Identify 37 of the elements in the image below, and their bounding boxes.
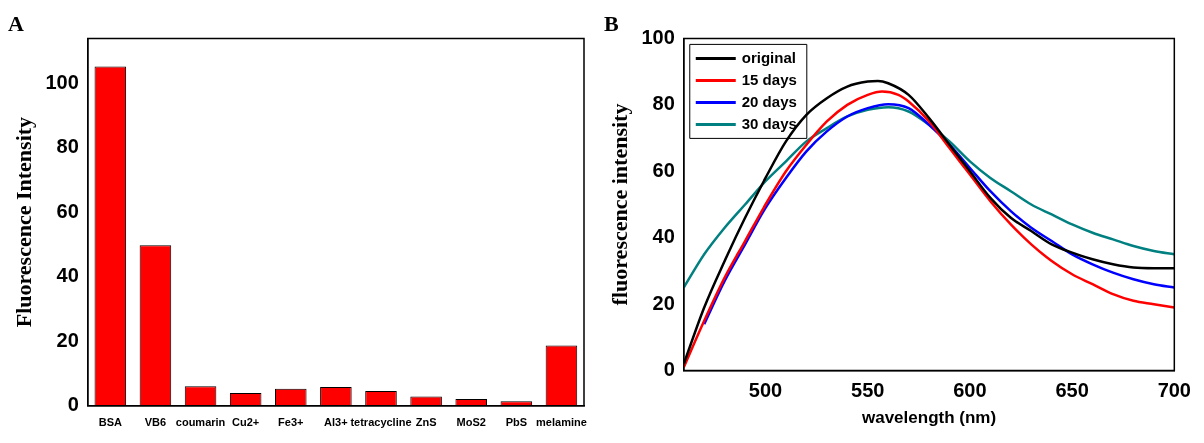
y-tick-label: 40 bbox=[652, 225, 675, 248]
legend-label: 15 days bbox=[741, 70, 797, 88]
y-tick-label: 100 bbox=[641, 25, 675, 48]
y-tick-label: 40 bbox=[56, 264, 79, 287]
chart-title: A bbox=[8, 10, 24, 36]
y-tick-label: 80 bbox=[652, 92, 675, 115]
chart-title: B bbox=[604, 10, 619, 36]
x-tick-label: 600 bbox=[953, 379, 987, 402]
y-tick-label: 20 bbox=[652, 291, 675, 314]
x-tick-label: coumarin bbox=[175, 416, 226, 429]
y-tick-label: 0 bbox=[663, 358, 675, 381]
y-axis-title: Fluorescence Intensity bbox=[10, 116, 36, 328]
x-tick-label: ZnS bbox=[415, 416, 437, 429]
y-tick-label: 80 bbox=[56, 135, 79, 158]
y-tick-label: 100 bbox=[45, 71, 79, 94]
x-tick-label: melamine bbox=[536, 416, 587, 429]
x-tick-label: 550 bbox=[851, 379, 885, 402]
x-tick-label: VB6 bbox=[144, 416, 167, 429]
x-tick-label: Fe3+ bbox=[278, 416, 304, 429]
x-tick-label: Cu2+ bbox=[232, 416, 260, 429]
y-tick-label: 20 bbox=[56, 328, 79, 351]
x-tick-label: Al3+ bbox=[324, 416, 348, 429]
x-tick-label: 500 bbox=[748, 379, 783, 402]
x-axis-title: wavelength (nm) bbox=[860, 408, 997, 428]
legend-label: 30 days bbox=[741, 114, 797, 132]
x-tick-label: 700 bbox=[1157, 379, 1191, 402]
legend-label: 20 days bbox=[741, 92, 797, 110]
x-tick-label: PbS bbox=[505, 416, 528, 429]
x-tick-label: 650 bbox=[1055, 379, 1089, 402]
y-tick-label: 60 bbox=[56, 199, 79, 222]
x-tick-label: BSA bbox=[98, 416, 122, 429]
y-axis-title: fluorescence intensity bbox=[606, 103, 632, 306]
x-tick-label: MoS2 bbox=[456, 416, 486, 429]
y-tick-label: 60 bbox=[652, 158, 675, 181]
x-tick-label: tetracycline bbox=[350, 416, 412, 429]
y-tick-label: 0 bbox=[67, 393, 79, 416]
legend-label: original bbox=[741, 48, 796, 66]
